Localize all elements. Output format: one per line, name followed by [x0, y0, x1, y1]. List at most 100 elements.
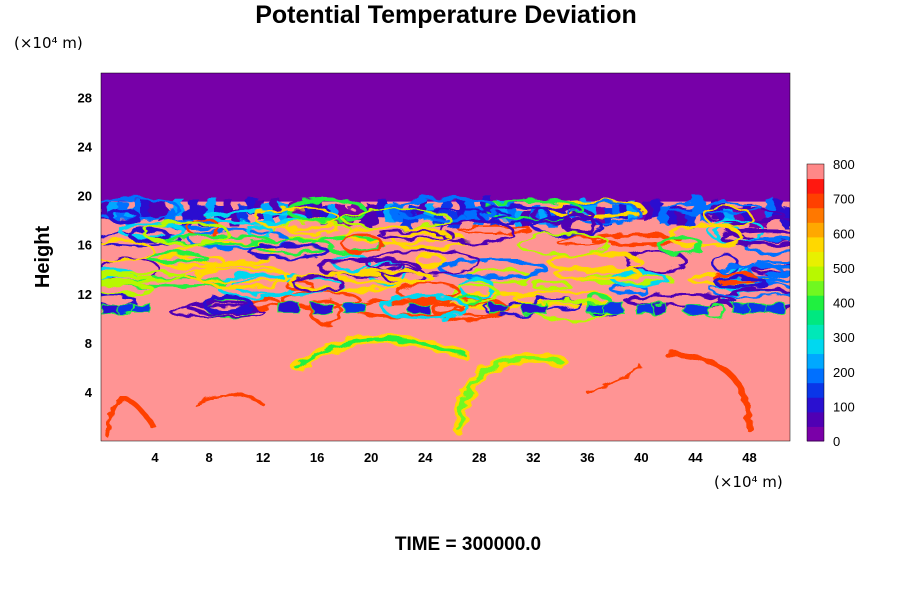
colorbar-swatch — [807, 178, 824, 194]
interface-cell — [133, 200, 143, 219]
interface-cell — [611, 201, 622, 220]
interface-cell — [109, 201, 119, 220]
x-tick-label: 28 — [472, 450, 486, 465]
streak — [530, 279, 570, 291]
colorbar-swatch — [807, 368, 824, 384]
streak — [169, 304, 265, 319]
interface-cell — [319, 205, 330, 224]
interface-cell — [684, 209, 695, 229]
interface-cell — [336, 204, 346, 224]
thin-layer-cell — [603, 303, 625, 314]
streak — [196, 263, 287, 289]
x-tick-label: 24 — [418, 450, 433, 465]
x-tick-label: 16 — [310, 450, 324, 465]
interface-cell — [157, 202, 168, 221]
streak — [392, 231, 468, 250]
interface-cell — [295, 202, 305, 221]
colorbar-frame — [806, 163, 825, 442]
eddy-contour — [665, 352, 753, 432]
y-axis-unit: (×10⁴ m) — [14, 34, 83, 52]
chart-title: Potential Temperature Deviation — [255, 1, 637, 29]
streak — [101, 197, 181, 220]
streak — [748, 260, 790, 283]
streak — [118, 222, 186, 240]
colorbar-tick-label: 200 — [833, 365, 855, 380]
colorbar-swatch — [807, 295, 824, 311]
interface-cell — [101, 201, 111, 220]
colorbar-tick-label: 700 — [833, 192, 855, 207]
streak — [589, 232, 682, 247]
y-tick-label: 4 — [85, 385, 93, 400]
eddy-contour — [294, 337, 468, 370]
colorbar-tick-label: 300 — [833, 330, 855, 345]
interface-cell — [425, 203, 435, 223]
interface-cell — [238, 205, 249, 225]
x-tick-label: 4 — [151, 450, 159, 465]
streak — [253, 206, 341, 230]
interface-cell — [498, 200, 508, 220]
colorbar-swatch — [807, 164, 824, 180]
thin-layer-cell — [651, 303, 667, 314]
plot-frame — [100, 72, 791, 442]
y-tick-label: 12 — [78, 287, 92, 302]
interface-cell — [384, 203, 395, 222]
interface-cell — [392, 201, 403, 221]
streak — [414, 252, 447, 269]
y-tick-label: 16 — [78, 238, 92, 253]
colorbar-tick-label: 800 — [833, 157, 855, 172]
interface-cell — [644, 202, 654, 221]
streak — [455, 302, 510, 317]
thin-layer-cell — [278, 303, 301, 314]
interface-cell — [692, 196, 703, 215]
thin-layer-cell — [765, 303, 786, 314]
eddy-contour — [194, 393, 265, 406]
interface-cell — [206, 196, 216, 216]
interface-cell — [652, 200, 662, 220]
interface-cell — [676, 207, 686, 227]
interface-cell — [627, 201, 638, 220]
interface-cell — [449, 211, 460, 230]
colorbar-swatch — [807, 280, 824, 296]
colorbar — [806, 163, 825, 442]
interface-cell — [563, 211, 573, 230]
streak — [560, 213, 596, 235]
interface-cell — [230, 209, 241, 228]
streak — [438, 258, 548, 280]
interface-cell — [660, 206, 670, 225]
y-tick-label: 20 — [78, 189, 92, 204]
interface-cell — [538, 206, 549, 226]
colorbar-swatch — [807, 266, 824, 282]
colorbar-swatch — [807, 411, 824, 427]
interface-cell — [344, 207, 354, 226]
thin-layer-cell — [311, 303, 334, 314]
interface-cell — [352, 200, 362, 220]
streak — [476, 205, 552, 224]
colorbar-swatch — [807, 338, 824, 355]
colorbar-swatch — [807, 309, 824, 325]
interface-cell — [733, 206, 743, 225]
interface-cell — [271, 198, 281, 217]
thin-layer-cell — [684, 303, 708, 314]
thin-layer-cell — [489, 303, 507, 314]
interface-cell — [255, 199, 265, 218]
interface-cell — [198, 207, 208, 226]
streak — [101, 273, 155, 285]
eddy-contour — [456, 355, 563, 432]
interface-cell — [773, 200, 784, 219]
interface-cell — [165, 208, 176, 227]
interface-cell — [465, 198, 476, 218]
x-tick-label: 36 — [580, 450, 594, 465]
interface-cell — [579, 198, 589, 218]
colorbar-tick-label: 500 — [833, 261, 855, 276]
x-axis-unit: (×10⁴ m) — [714, 473, 783, 491]
streak — [247, 243, 330, 260]
streak — [101, 239, 155, 263]
interface-cell — [587, 202, 597, 221]
streak — [566, 201, 641, 225]
colorbar-swatch — [807, 426, 824, 442]
interface-cell — [287, 200, 297, 219]
interface-cell — [481, 195, 492, 215]
colorbar-tick-label: 100 — [833, 399, 855, 414]
streak — [380, 295, 469, 320]
interface-cell — [246, 196, 257, 215]
